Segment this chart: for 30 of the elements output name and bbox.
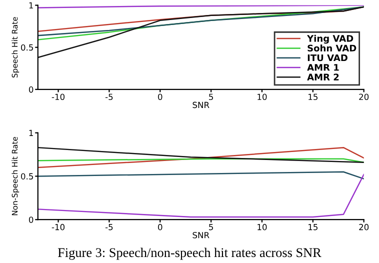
y-tick-label: 1 (29, 2, 33, 8)
x-tick-label: 15 (308, 94, 318, 100)
legend-label: Ying VAD (306, 34, 354, 44)
y-tick-label: 0.5 (21, 173, 34, 180)
x-tick-label: -5 (105, 94, 113, 100)
x-tick-label: 20 (359, 224, 369, 230)
x-axis-title: SNR (192, 102, 210, 108)
y-tick-label: 0 (28, 86, 34, 93)
x-tick-label: 15 (308, 224, 318, 230)
x-tick-label: 10 (258, 224, 267, 230)
x-tick-label: -10 (52, 94, 65, 100)
x-tick-label: 0 (158, 224, 162, 230)
legend-label: Sohn VAD (308, 44, 356, 52)
x-tick-label: 0 (158, 94, 162, 100)
line-series (38, 174, 364, 218)
y-tick-label: 0.5 (21, 44, 34, 51)
x-axis-title: SNR (192, 232, 210, 238)
x-tick-label: 20 (359, 94, 369, 100)
x-tick-label: 5 (209, 224, 213, 230)
caption: Figure 3: Speech/non-speech hit rates across SNR (58, 248, 322, 260)
x-tick-label: 5 (209, 94, 213, 100)
line-series (38, 146, 364, 168)
y-tick-label: 0 (28, 216, 34, 223)
legend-label: ITU VAD (308, 54, 348, 62)
x-tick-label: -10 (52, 224, 65, 230)
x-tick-label: -5 (105, 224, 113, 230)
legend-label: AMR 2 (307, 74, 339, 80)
y-tick-label: 1 (29, 130, 33, 136)
x-tick-label: 10 (258, 94, 267, 100)
legend-label: AMR 1 (307, 64, 339, 71)
